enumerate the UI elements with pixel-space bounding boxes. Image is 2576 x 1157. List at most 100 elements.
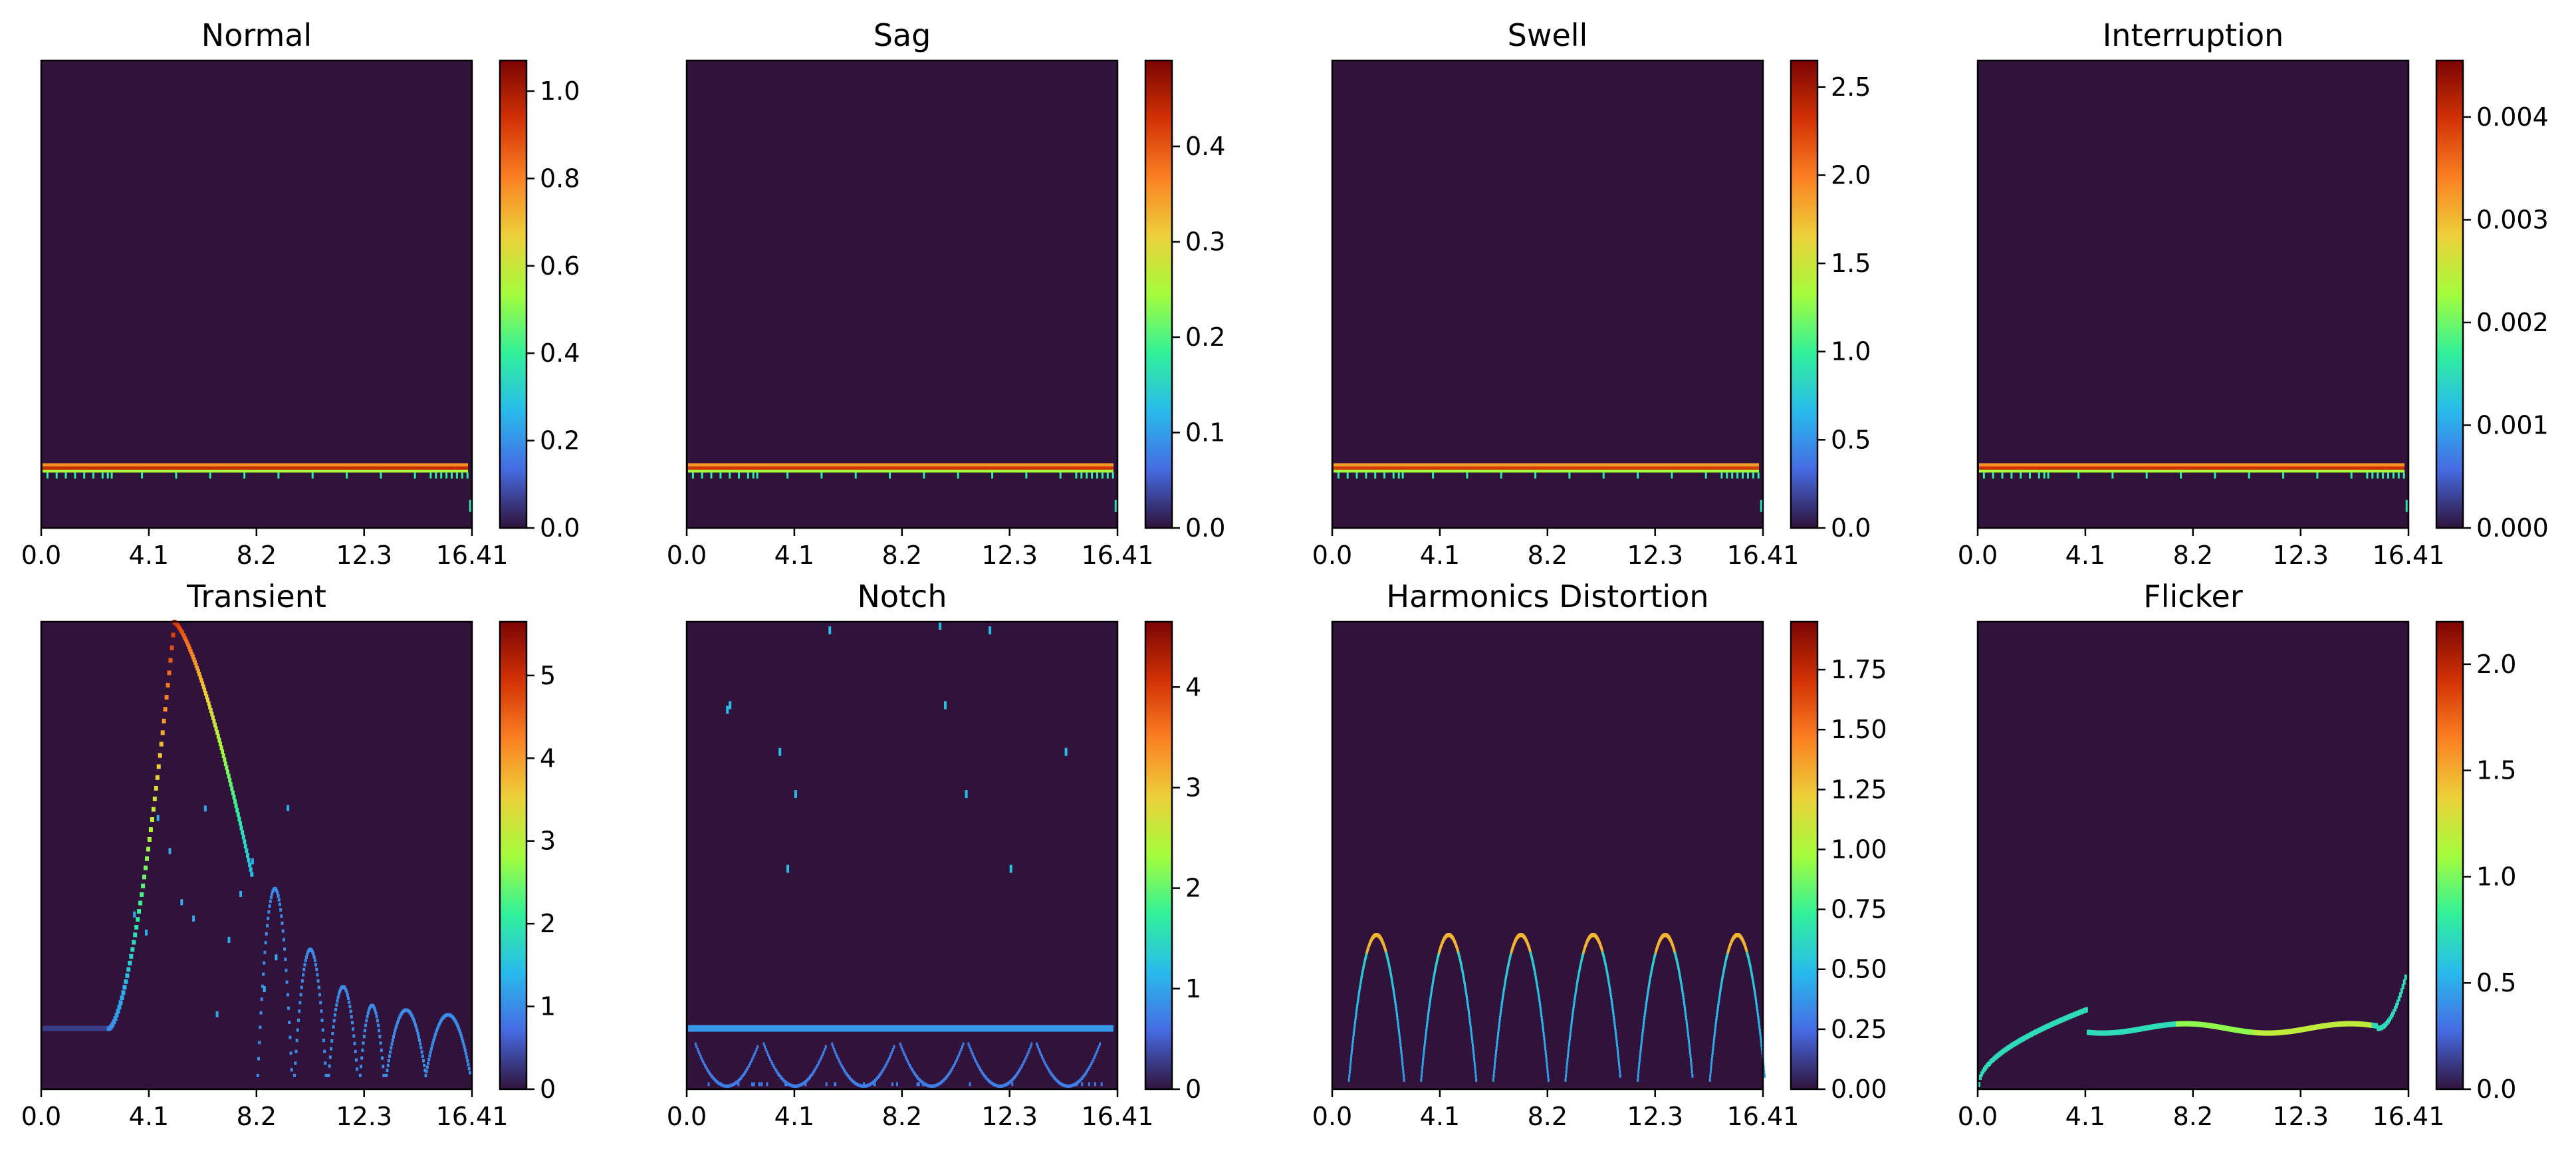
harmonic-arch: [1464, 987, 1467, 992]
notch-arc: [995, 1083, 997, 1087]
harmonic-arch: [1390, 973, 1393, 977]
harmonic-arch: [1399, 1039, 1401, 1044]
harmonic-arch: [1722, 973, 1724, 977]
transient-ridge: [208, 704, 212, 709]
flicker-curve: [1979, 1074, 1982, 1080]
transient-arc: [300, 979, 304, 983]
transient-arc: [467, 1063, 470, 1067]
transient-ridge: [217, 737, 221, 743]
band-row: [688, 1025, 1113, 1032]
harmonic-arch: [1504, 977, 1507, 982]
harmonic-arch: [1570, 1022, 1573, 1027]
band-speckle: [1757, 472, 1760, 479]
notch-arc: [971, 1053, 974, 1057]
band-speckle: [1704, 472, 1707, 479]
harmonic-arch: [1643, 1013, 1646, 1017]
notch-arc: [737, 1079, 739, 1083]
harmonic-arch: [1649, 977, 1651, 982]
notch-arc: [1091, 1059, 1094, 1063]
notch-arc: [1004, 1083, 1006, 1087]
notch-arc: [809, 1075, 811, 1079]
harmonic-arch: [1760, 1035, 1762, 1040]
harmonic-arch: [1492, 1073, 1495, 1078]
harmonic-arch: [1641, 1032, 1644, 1037]
notch-arc: [712, 1077, 715, 1081]
harmonic-arch: [1402, 1069, 1405, 1074]
transient-arc: [464, 1052, 467, 1055]
harmonic-arch: [1716, 1007, 1719, 1011]
notch-arc: [1014, 1074, 1017, 1078]
notch-arc: [1049, 1071, 1052, 1075]
harmonic-arch: [1546, 1069, 1549, 1074]
panel-title: Swell: [1508, 17, 1588, 53]
band-speckle: [2029, 472, 2031, 479]
notch-arc: [1048, 1069, 1051, 1073]
transient-ridge: [124, 979, 128, 984]
edge-speckle: [2405, 499, 2408, 512]
notch-arc: [824, 1047, 826, 1051]
harmonic-arch: [1645, 1001, 1648, 1005]
notch-arc: [939, 1081, 941, 1085]
transient-ridge: [223, 757, 227, 762]
transient-ridge: [198, 675, 202, 680]
transient-arc: [414, 1023, 417, 1027]
harmonic-arch: [1646, 995, 1649, 1000]
transient-arc: [271, 890, 275, 893]
colorbar-tick-label: 2: [540, 909, 556, 938]
band-speckle: [2402, 472, 2405, 479]
harmonic-arch: [1679, 977, 1682, 982]
harmonic-arch: [1502, 987, 1505, 992]
harmonic-arch: [1393, 990, 1395, 995]
harmonic-arch: [1574, 990, 1577, 995]
notch-arc: [833, 1047, 836, 1051]
band-speckle: [429, 472, 432, 479]
notch-arc: [1066, 1084, 1068, 1088]
transient-arc: [363, 1029, 366, 1033]
transient-arc: [396, 1021, 399, 1025]
harmonic-arch: [1678, 969, 1681, 973]
transient-arc: [362, 1041, 365, 1045]
transient-arc: [313, 959, 316, 963]
transient-arc: [315, 967, 318, 971]
transient-arc: [298, 1001, 302, 1005]
harmonic-arch: [1717, 1001, 1720, 1005]
x-tick-label: 16.41: [1082, 541, 1154, 570]
notch-floor-speck: [916, 1082, 919, 1087]
colorbar-tick-label: 0: [540, 1075, 556, 1104]
transient-arc: [263, 961, 266, 965]
band-speckle: [2001, 472, 2004, 479]
transient-ridge: [141, 883, 146, 888]
harmonic-arch: [1576, 982, 1578, 987]
notch-arc: [1078, 1079, 1080, 1083]
harmonic-arch: [1613, 1015, 1615, 1020]
band-speckle: [2371, 472, 2374, 479]
notch-arc: [817, 1061, 820, 1065]
notch-arc: [746, 1067, 749, 1071]
harmonic-arch: [1758, 1029, 1761, 1033]
harmonic-arch: [1432, 980, 1435, 985]
harmonic-arch: [1685, 1015, 1687, 1020]
transient-ridge: [191, 654, 195, 660]
band-speckle: [2010, 472, 2013, 479]
harmonic-arch: [1424, 1039, 1427, 1044]
transient-arc: [352, 1027, 355, 1031]
notch-arc: [958, 1053, 961, 1057]
band-row: [688, 466, 1113, 470]
band-speckle: [2047, 472, 2049, 479]
harmonic-arch: [1349, 1057, 1352, 1062]
band-speckle: [1365, 472, 1367, 479]
notch-arc: [1094, 1053, 1097, 1057]
harmonic-arch: [1353, 1029, 1355, 1033]
harmonic-arch: [1565, 1069, 1568, 1074]
band-speckle: [1534, 472, 1537, 479]
band-speckle: [2180, 472, 2182, 479]
transient-arc: [398, 1017, 401, 1021]
band-speckle: [92, 472, 94, 479]
harmonic-arch: [1470, 1035, 1473, 1040]
colorbar-tick-label: 1.5: [2476, 756, 2516, 785]
harmonic-arch: [1422, 1054, 1425, 1059]
transient-arc: [468, 1071, 471, 1075]
notch-arc: [786, 1082, 789, 1086]
transient-dot: [215, 1011, 219, 1017]
harmonic-arch: [1608, 982, 1611, 987]
